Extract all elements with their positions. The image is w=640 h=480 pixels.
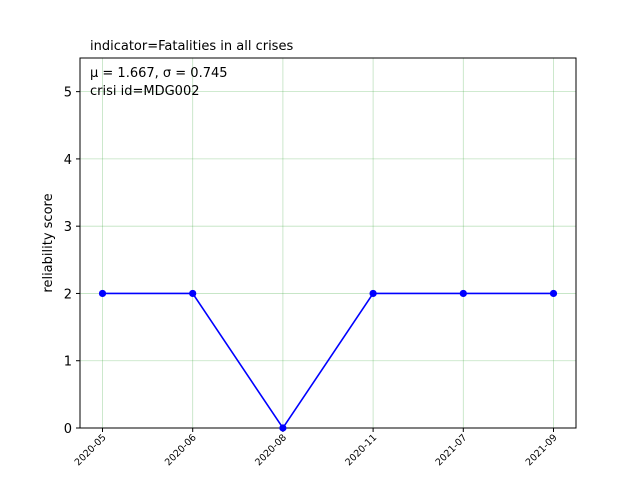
series xyxy=(98,289,558,432)
y-tick-label: 2 xyxy=(64,287,72,302)
data-point xyxy=(459,289,467,298)
y-tick-label: 3 xyxy=(64,220,72,235)
y-tick-label: 4 xyxy=(64,153,72,168)
data-point xyxy=(549,289,558,298)
data-point xyxy=(98,289,107,298)
chart-title: indicator=Fatalities in all crises xyxy=(90,39,293,54)
y-axis-label: reliability score xyxy=(41,193,56,292)
series-line xyxy=(102,292,554,430)
data-point xyxy=(189,289,197,298)
plot-frame xyxy=(79,57,577,429)
stats-annotation: μ = 1.667, σ = 0.745 xyxy=(90,66,228,81)
crisis-id-annotation: crisi id=MDG002 xyxy=(90,84,200,99)
data-point xyxy=(279,424,287,432)
labels: indicator=Fatalities in all crises relia… xyxy=(41,39,293,293)
y-tick-label: 1 xyxy=(64,355,72,370)
y-tick-label: 5 xyxy=(64,86,72,101)
y-tick-label: 0 xyxy=(64,422,72,437)
data-point xyxy=(369,289,377,298)
